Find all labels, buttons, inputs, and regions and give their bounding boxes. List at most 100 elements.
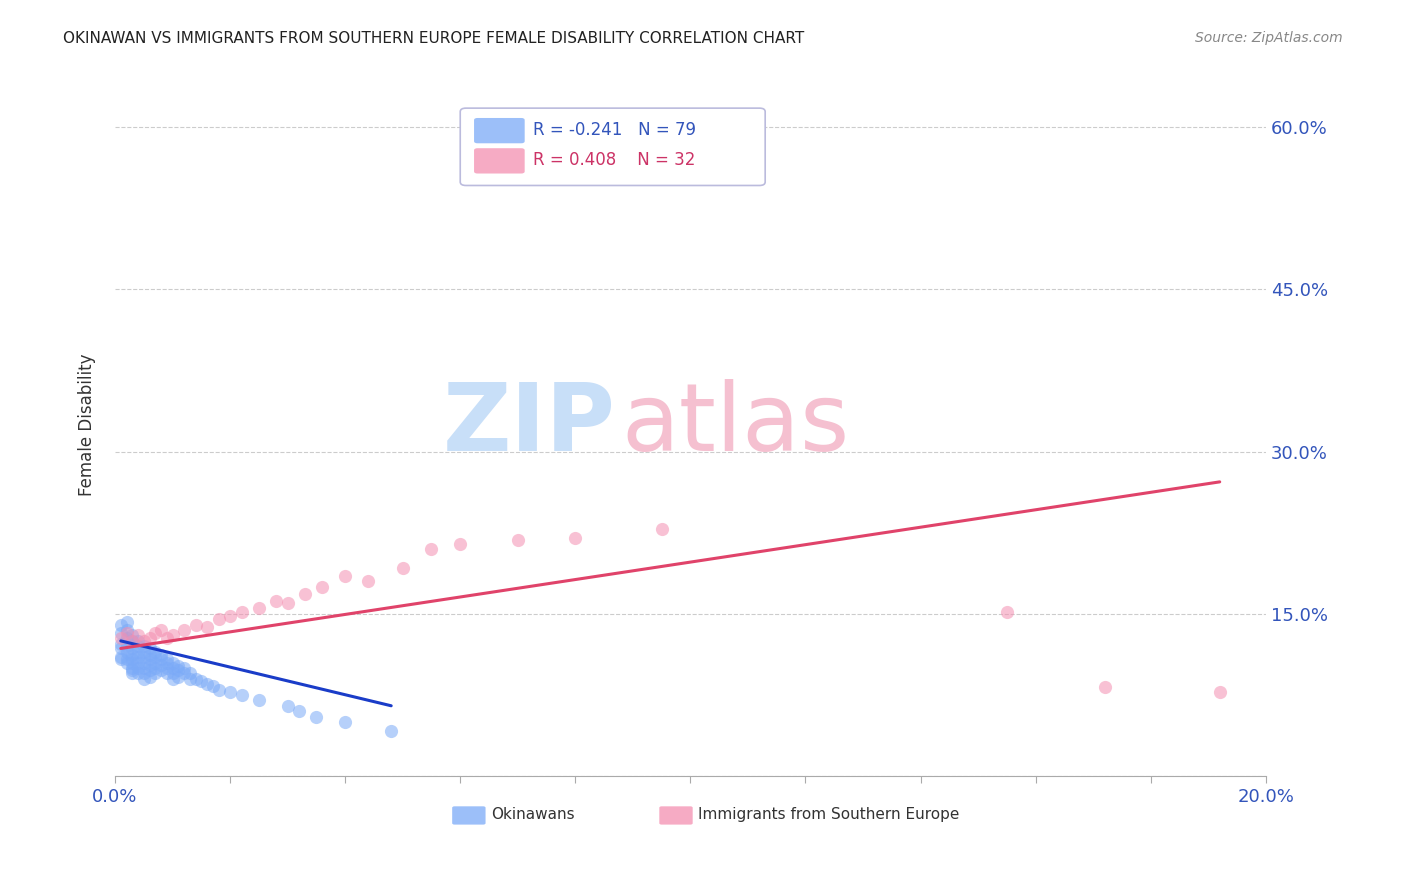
Point	[195, 620, 218, 634]
Point	[121, 641, 143, 656]
Point	[127, 656, 149, 670]
Point	[219, 609, 242, 624]
Point	[132, 640, 155, 654]
Point	[143, 626, 166, 640]
Point	[143, 666, 166, 681]
Point	[294, 587, 316, 601]
Text: Immigrants from Southern Europe: Immigrants from Southern Europe	[699, 807, 960, 822]
Text: Okinawans: Okinawans	[491, 807, 575, 822]
Point	[162, 656, 184, 670]
Point	[115, 656, 138, 670]
Point	[162, 672, 184, 686]
Point	[115, 626, 138, 640]
Point	[311, 580, 333, 594]
Point	[138, 663, 160, 677]
Text: ZIP: ZIP	[443, 378, 616, 471]
Point	[121, 648, 143, 662]
Point	[143, 656, 166, 670]
Point	[150, 657, 173, 672]
Point	[162, 661, 184, 675]
Point	[127, 645, 149, 659]
Point	[156, 666, 179, 681]
Point	[121, 656, 143, 670]
Point	[127, 650, 149, 665]
Point	[173, 666, 195, 681]
Point	[420, 541, 443, 556]
Point	[127, 640, 149, 654]
Point	[127, 666, 149, 681]
FancyBboxPatch shape	[474, 118, 524, 144]
Point	[162, 628, 184, 642]
Point	[127, 628, 149, 642]
Point	[156, 661, 179, 675]
Point	[651, 523, 673, 537]
Point	[121, 652, 143, 666]
Point	[167, 669, 190, 683]
Point	[156, 656, 179, 670]
Point	[115, 645, 138, 659]
Text: R = 0.408    N = 32: R = 0.408 N = 32	[533, 151, 695, 169]
Point	[121, 633, 143, 648]
Point	[132, 633, 155, 648]
Point	[138, 648, 160, 662]
Point	[132, 645, 155, 659]
Point	[184, 617, 207, 632]
Point	[150, 623, 173, 637]
FancyBboxPatch shape	[453, 806, 485, 824]
Y-axis label: Female Disability: Female Disability	[79, 353, 96, 496]
Point	[162, 666, 184, 681]
Point	[138, 631, 160, 645]
Point	[184, 672, 207, 686]
Point	[173, 661, 195, 675]
Point	[231, 605, 253, 619]
Point	[115, 640, 138, 654]
Point	[207, 682, 229, 697]
Point	[110, 626, 132, 640]
Point	[333, 714, 356, 729]
Point	[132, 672, 155, 686]
Point	[195, 677, 218, 691]
Text: Source: ZipAtlas.com: Source: ZipAtlas.com	[1195, 31, 1343, 45]
Point	[150, 652, 173, 666]
Point	[115, 615, 138, 630]
Point	[150, 648, 173, 662]
FancyBboxPatch shape	[659, 806, 693, 824]
Point	[138, 652, 160, 666]
FancyBboxPatch shape	[474, 148, 524, 174]
Point	[995, 605, 1018, 619]
Point	[207, 612, 229, 626]
Point	[357, 574, 380, 589]
Point	[288, 704, 311, 718]
Point	[391, 561, 413, 575]
Point	[305, 709, 328, 723]
Point	[115, 652, 138, 666]
Point	[219, 684, 242, 698]
Point	[449, 536, 471, 550]
Text: OKINAWAN VS IMMIGRANTS FROM SOUTHERN EUROPE FEMALE DISABILITY CORRELATION CHART: OKINAWAN VS IMMIGRANTS FROM SOUTHERN EUR…	[63, 31, 804, 46]
Point	[121, 666, 143, 681]
Point	[247, 601, 270, 615]
Point	[179, 672, 201, 686]
Point	[132, 650, 155, 665]
Point	[156, 631, 179, 645]
Point	[380, 723, 402, 738]
Point	[110, 650, 132, 665]
Point	[138, 669, 160, 683]
Point	[179, 666, 201, 681]
Point	[143, 650, 166, 665]
Point	[121, 633, 143, 648]
Point	[1094, 681, 1116, 695]
Point	[264, 594, 287, 608]
Point	[110, 637, 132, 651]
Point	[121, 663, 143, 677]
FancyBboxPatch shape	[460, 108, 765, 186]
Point	[121, 661, 143, 675]
Point	[132, 661, 155, 675]
Point	[277, 596, 299, 610]
Point	[132, 666, 155, 681]
Point	[110, 617, 132, 632]
Point	[167, 658, 190, 673]
Point	[127, 661, 149, 675]
Point	[231, 688, 253, 702]
Point	[115, 623, 138, 637]
